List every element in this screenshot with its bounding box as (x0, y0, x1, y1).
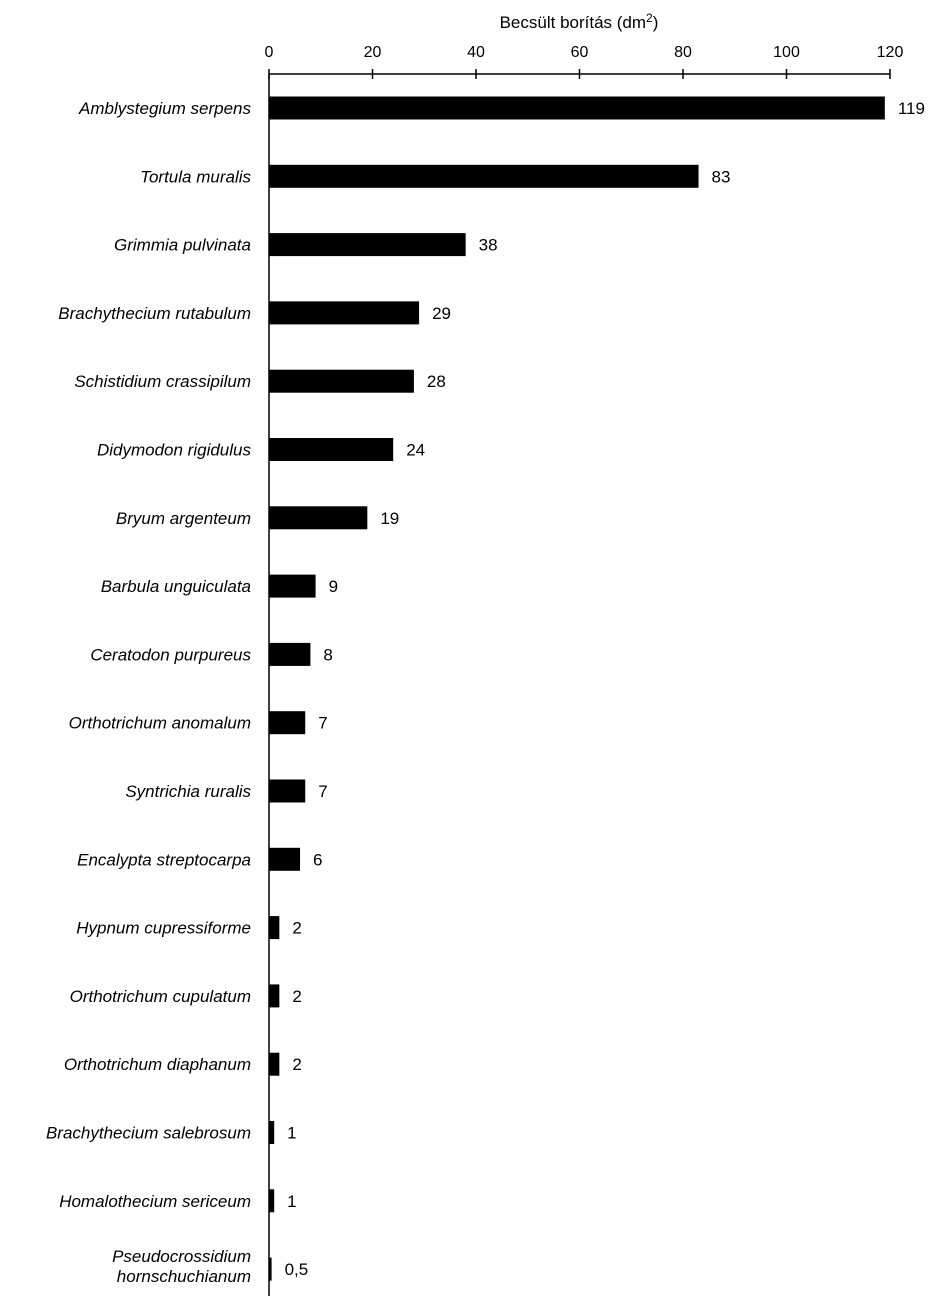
category-label: Grimmia pulvinata (114, 236, 251, 255)
category-label: Brachythecium rutabulum (58, 304, 251, 323)
bar-value-label: 1 (287, 1124, 296, 1143)
bar-value-label: 8 (323, 645, 332, 664)
bar-value-label: 29 (432, 304, 451, 323)
category-label-line: Amblystegium serpens (78, 99, 251, 118)
category-label: Pseudocrossidium hornschuchianum (112, 1247, 251, 1286)
category-label-line: Orthotrichum anomalum (69, 714, 251, 733)
bar (269, 1052, 280, 1076)
category-label-line: Grimmia pulvinata (114, 236, 251, 255)
x-tick-label: 80 (674, 44, 692, 61)
bar-value-label: 38 (479, 236, 498, 255)
bar (269, 779, 306, 803)
bar (269, 984, 280, 1008)
bar (269, 847, 301, 871)
category-label: Tortula muralis (140, 167, 251, 186)
category-label-line: Pseudocrossidium (112, 1247, 251, 1266)
x-tick-label: 40 (467, 44, 485, 61)
category-label-line: Didymodon rigidulus (97, 441, 252, 460)
category-label: Ceratodon purpureus (90, 645, 251, 664)
category-label: Amblystegium serpens (78, 99, 251, 118)
bar-value-label: 19 (380, 509, 399, 528)
axis-layer: 0 20 40 60 80 100 120 (265, 44, 904, 1296)
bar (269, 164, 699, 188)
category-label-line: Encalypta streptocarpa (77, 850, 251, 869)
category-label-line: Brachythecium salebrosum (46, 1124, 251, 1143)
bar-value-label: 9 (329, 577, 338, 596)
category-label: Orthotrichum anomalum (69, 714, 251, 733)
bar-value-label: 2 (292, 987, 301, 1006)
bar (269, 233, 466, 257)
bar-value-label: 6 (313, 850, 322, 869)
bar-value-label: 83 (712, 167, 731, 186)
category-label-line: Hypnum cupressiforme (76, 919, 251, 938)
bar-value-label: 24 (406, 441, 425, 460)
bar-value-label: 2 (292, 919, 301, 938)
bar (269, 506, 368, 530)
x-axis-title-superscript: 2 (646, 11, 653, 25)
bar-value-label: 7 (318, 782, 327, 801)
bar (269, 642, 311, 666)
bar (269, 369, 414, 393)
x-tick-label: 20 (364, 44, 382, 61)
category-label-line: Tortula muralis (140, 167, 251, 186)
bar (269, 1257, 272, 1281)
bar (269, 301, 420, 325)
bar-layer (269, 96, 885, 1281)
bar (269, 1189, 275, 1213)
x-tick-label: 120 (877, 44, 904, 61)
category-label-line: Barbula unguiculata (101, 577, 251, 596)
bar (269, 96, 885, 120)
category-label: Hypnum cupressiforme (76, 919, 251, 938)
x-tick-label: 0 (265, 44, 274, 61)
bar (269, 438, 394, 461)
category-label-line: Orthotrichum diaphanum (64, 1055, 251, 1074)
bar-value-label: 28 (427, 372, 446, 391)
category-label-line: Schistidium crassipilum (74, 372, 251, 391)
category-label: Bryum argenteum (116, 509, 251, 528)
category-label: Orthotrichum diaphanum (64, 1055, 251, 1074)
bar (269, 711, 306, 735)
bar-value-label: 7 (318, 714, 327, 733)
bar-value-label: 0,5 (285, 1260, 309, 1279)
category-label: Barbula unguiculata (101, 577, 251, 596)
category-label-line: Brachythecium rutabulum (58, 304, 251, 323)
category-label-line: Syntrichia ruralis (125, 782, 251, 801)
category-label-line: Ceratodon purpureus (90, 645, 251, 664)
category-label: Homalothecium sericeum (59, 1192, 251, 1211)
category-label: Brachythecium salebrosum (46, 1124, 251, 1143)
category-label: Schistidium crassipilum (74, 372, 251, 391)
bar-value-label: 2 (292, 1055, 301, 1074)
category-label-line: Orthotrichum cupulatum (70, 987, 251, 1006)
category-label-line: Bryum argenteum (116, 509, 251, 528)
category-label-line: hornschuchianum (117, 1267, 251, 1286)
x-axis-title: Becsült borítás (dm2) (500, 11, 659, 32)
bar-value-label: 119 (898, 99, 925, 118)
bar-value-label: 1 (287, 1192, 296, 1211)
bar (269, 1121, 275, 1144)
category-label: Syntrichia ruralis (125, 782, 251, 801)
x-tick-label: 100 (773, 44, 800, 61)
category-label: Orthotrichum cupulatum (70, 987, 251, 1006)
bar (269, 574, 316, 598)
category-label: Didymodon rigidulus (97, 441, 252, 460)
category-label: Encalypta streptocarpa (77, 850, 251, 869)
category-label-line: Homalothecium sericeum (59, 1192, 251, 1211)
bar (269, 916, 280, 940)
x-tick-label: 60 (571, 44, 589, 61)
